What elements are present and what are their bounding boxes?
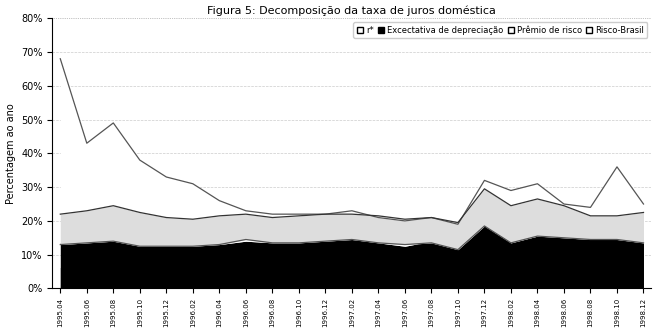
Title: Figura 5: Decomposição da taxa de juros doméstica: Figura 5: Decomposição da taxa de juros … — [208, 6, 496, 16]
Legend: r*, Excectativa de depreciação, Prêmio de risco, Risco-Brasil: r*, Excectativa de depreciação, Prêmio d… — [353, 22, 647, 38]
Y-axis label: Percentagem ao ano: Percentagem ao ano — [5, 103, 16, 204]
